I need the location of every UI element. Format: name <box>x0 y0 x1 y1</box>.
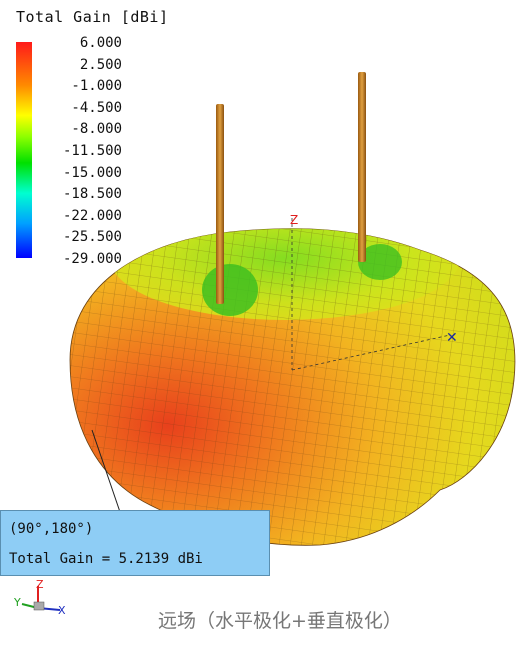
inner-axis-z: Z <box>290 213 298 227</box>
inner-axis-x-marker: ✕ <box>446 330 458 346</box>
legend-label: -18.500 <box>62 186 122 203</box>
legend-title: Total Gain [dBi] <box>16 8 169 26</box>
legend-color-bar <box>16 42 32 258</box>
legend-label: 2.500 <box>79 56 122 73</box>
probe-coordinates: (90°,180°) <box>9 521 94 537</box>
legend-label: -15.000 <box>62 164 122 181</box>
legend-label: -1.000 <box>71 78 122 95</box>
axis-triad[interactable]: Z X Y <box>10 580 70 620</box>
legend-label: -22.000 <box>62 207 122 224</box>
pattern-null-right <box>358 244 402 280</box>
probe-leader-line <box>91 429 121 513</box>
legend-labels: 6.000 2.500 -1.000 -4.500 -8.000 -11.500… <box>42 33 122 271</box>
legend-label: -25.500 <box>62 229 122 246</box>
antenna-rod-left <box>216 104 224 304</box>
legend-label: -4.500 <box>71 99 122 116</box>
legend-label: -8.000 <box>71 121 122 138</box>
legend-label: -11.500 <box>62 142 122 159</box>
legend-label: -29.000 <box>62 250 122 267</box>
triad-x-label: X <box>58 604 66 617</box>
probe-gain-value: Total Gain = 5.2139 dBi <box>9 551 203 567</box>
antenna-rod-right <box>358 72 366 262</box>
probe-tooltip: (90°,180°) Total Gain = 5.2139 dBi <box>0 510 270 576</box>
triad-y-label: Y <box>13 596 21 609</box>
pattern-null-left <box>202 264 258 316</box>
triad-z-label: Z <box>36 580 44 591</box>
legend-label: 6.000 <box>79 35 122 51</box>
plot-caption: 远场（水平极化+垂直极化） <box>158 610 402 632</box>
